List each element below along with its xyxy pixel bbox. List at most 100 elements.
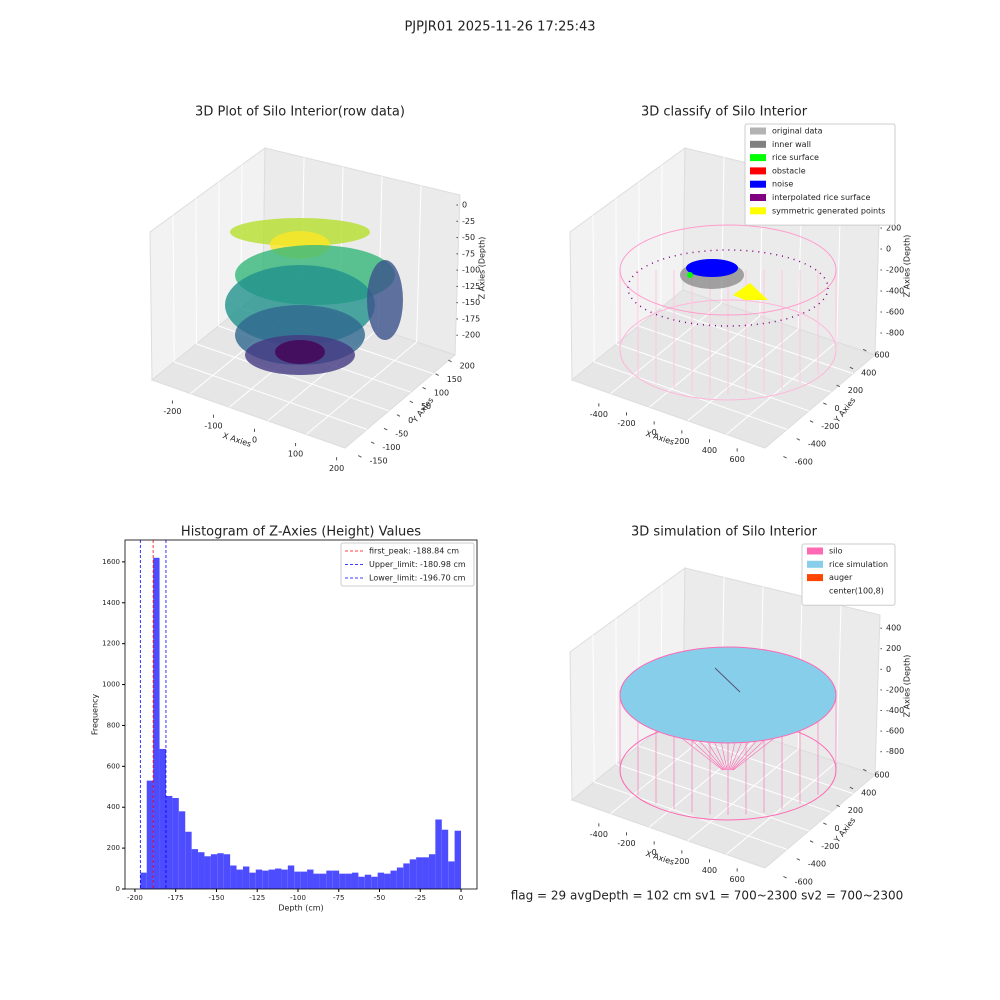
bar (159, 748, 166, 889)
pane-grid (172, 215, 175, 363)
z-tick-label: -200 (886, 685, 904, 694)
z-tick-label: -400 (886, 287, 904, 296)
bar (223, 854, 231, 889)
legend-box (340, 542, 475, 587)
bar (454, 830, 462, 889)
pane-grid (196, 343, 390, 412)
bar (210, 854, 218, 889)
pane-grid (687, 748, 799, 842)
x-tick-label: 400 (702, 866, 717, 875)
x-tick-label: -50 (374, 894, 385, 902)
bar (358, 876, 365, 889)
surface (627, 249, 829, 327)
z-tick-label: -125 (462, 282, 480, 291)
legend-swatch (750, 154, 766, 162)
tick-mark (849, 366, 854, 370)
bar (198, 852, 205, 889)
x-tick-label: 600 (730, 875, 745, 884)
bar (191, 849, 199, 889)
auger (714, 667, 741, 693)
z-tick-label: -175 (462, 314, 480, 323)
z-axis-label: Z Axies (Depth) (903, 655, 912, 718)
x-tick-label: -100 (290, 894, 306, 902)
bar (403, 863, 410, 889)
sym-points (733, 283, 768, 300)
legend-label: symmetric generated points (772, 206, 885, 215)
bar (153, 557, 160, 889)
legend-label: Upper_limit: -180.98 cm (369, 560, 466, 569)
legend-label: Lower_limit: -196.70 cm (369, 574, 466, 583)
bar (165, 795, 173, 889)
legend-label: center(100,8) (829, 586, 884, 595)
z-tick-label: 400 (886, 624, 901, 633)
y-tick-label: 800 (107, 721, 120, 729)
tick-mark (448, 359, 452, 363)
tick-mark (358, 455, 362, 458)
x-axis-label: X Axies (222, 431, 253, 449)
pane-grid (687, 328, 799, 422)
x-axis-label: Depth (cm) (278, 904, 323, 913)
x-tick-label: -100 (204, 421, 222, 430)
pane-grid (660, 164, 663, 309)
x-tick-label: -175 (168, 894, 184, 902)
z-tick-label: -50 (462, 233, 475, 242)
y-tick-label: -400 (808, 440, 826, 449)
z-tick-label: -400 (886, 706, 904, 715)
z-tick-label: -75 (462, 249, 475, 258)
x-tick-label: -150 (209, 894, 225, 902)
chart-title: Histogram of Z-Axies (Height) Values (181, 525, 421, 540)
x-tick-label: 200 (674, 437, 689, 446)
pane-grid (592, 215, 595, 363)
bar (377, 872, 385, 889)
legend-label: inner wall (772, 140, 811, 149)
x-tick-label: -200 (127, 894, 143, 902)
legend-swatch (750, 180, 766, 188)
bar (384, 873, 391, 889)
y-tick-label: -100 (382, 443, 400, 452)
pane-grid (638, 325, 832, 393)
legend-box (801, 543, 896, 606)
bar (345, 873, 352, 889)
legend-swatch (807, 574, 823, 582)
x-tick-label: 0 (252, 436, 257, 445)
x-tick-label: 200 (329, 464, 344, 473)
bar (339, 873, 346, 889)
y-tick-label: 0 (408, 416, 413, 425)
tick-mark (409, 400, 414, 404)
bar (332, 870, 340, 889)
x-tick-label: -400 (590, 830, 608, 839)
z-axis-label: Z Axies (Depth) (478, 237, 487, 300)
pane-grid (660, 307, 854, 375)
bar (217, 853, 224, 889)
bar (364, 874, 372, 889)
decor (149, 147, 881, 869)
bar (294, 871, 301, 889)
z-tick-label: 0 (462, 201, 467, 210)
legend-label: obstacle (772, 166, 806, 175)
bar (249, 872, 256, 889)
pane-grid (306, 341, 417, 435)
z-tick-label: 0 (886, 665, 891, 674)
z-tick-label: 0 (886, 245, 891, 254)
y-axis-label: Y Axies (410, 396, 436, 425)
bar (441, 829, 449, 889)
bar (255, 869, 263, 889)
pane-grid (594, 781, 788, 850)
y-tick-label: 400 (861, 368, 876, 377)
x-tick-label: -125 (249, 894, 265, 902)
chart-title: 3D Plot of Silo Interior(row data) (195, 105, 405, 120)
legend-label: original data (772, 127, 823, 136)
z-tick-label: -800 (886, 329, 904, 338)
bar (326, 870, 333, 889)
x-tick-label: 400 (702, 446, 717, 455)
bar (281, 869, 288, 889)
legend-label: interpolated rice surface (772, 193, 870, 202)
z-tick-label: -200 (886, 266, 904, 275)
bar (351, 872, 359, 889)
z-tick-label: -25 (462, 217, 475, 226)
tick-mark (396, 414, 401, 417)
tick-mark (862, 768, 867, 772)
figure-title: PJPJR01 2025-11-26 17:25:43 (404, 20, 595, 35)
tick-mark (862, 348, 867, 352)
pane-grid (836, 605, 842, 763)
